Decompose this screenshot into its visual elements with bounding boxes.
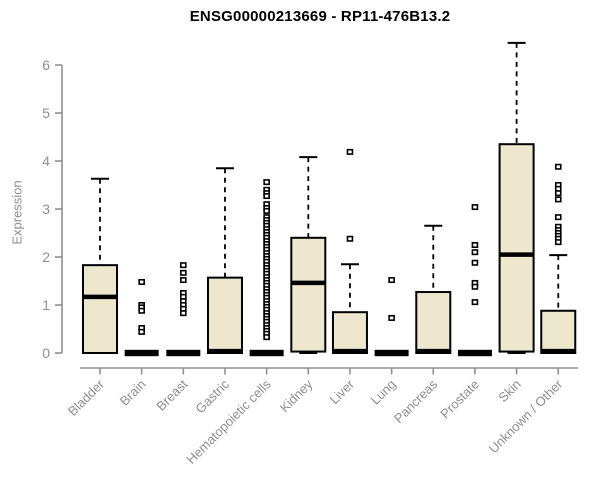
boxplot-kidney bbox=[290, 156, 327, 354]
boxplot-hematopoietic-cells bbox=[249, 179, 284, 357]
iqr-box bbox=[290, 236, 327, 353]
outlier-point bbox=[554, 190, 562, 197]
x-tick-label: Pancreas bbox=[391, 376, 441, 426]
y-axis-label: Expression bbox=[9, 180, 25, 245]
boxplot-lung bbox=[374, 277, 409, 357]
iqr-box bbox=[331, 311, 368, 355]
boxplot-liver bbox=[331, 148, 368, 355]
y-tick-label: 3 bbox=[42, 201, 50, 217]
outlier-point bbox=[263, 179, 270, 186]
outlier-point bbox=[554, 239, 562, 246]
outlier-point bbox=[388, 314, 395, 321]
outlier-point bbox=[263, 207, 270, 214]
y-tick-label: 6 bbox=[42, 57, 50, 73]
outlier-point bbox=[138, 307, 145, 314]
iqr-box bbox=[540, 309, 577, 355]
outlier-point bbox=[180, 269, 187, 276]
outlier-point bbox=[346, 235, 354, 242]
x-tick-label: Unknown / Other bbox=[486, 376, 566, 456]
boxplot-skin bbox=[498, 41, 535, 354]
x-tick-label: Bladder bbox=[65, 376, 108, 419]
x-tick-label: Skin bbox=[495, 377, 523, 405]
boxplot-gastric bbox=[206, 167, 243, 355]
collapsed-box bbox=[374, 349, 409, 357]
collapsed-box bbox=[166, 349, 201, 357]
x-tick-label: Prostate bbox=[437, 377, 482, 422]
outlier-point bbox=[388, 277, 395, 284]
y-tick-label: 1 bbox=[42, 297, 50, 313]
outlier-point bbox=[554, 196, 562, 203]
outlier-point bbox=[138, 278, 145, 285]
outlier-point bbox=[554, 214, 562, 221]
outlier-point bbox=[471, 249, 479, 256]
outlier-point bbox=[138, 328, 145, 335]
outlier-point bbox=[471, 259, 479, 266]
x-tick-label: Lung bbox=[368, 377, 399, 408]
iqr-box bbox=[82, 264, 118, 354]
boxplot-brain bbox=[124, 278, 159, 357]
outlier-point bbox=[346, 148, 354, 155]
x-tick-label: Brain bbox=[117, 377, 149, 409]
boxplot-unknown-other bbox=[540, 163, 577, 355]
boxplot-pancreas bbox=[415, 224, 452, 355]
outlier-point bbox=[180, 262, 187, 269]
x-tick-label: Liver bbox=[327, 376, 358, 407]
outlier-point bbox=[471, 204, 479, 211]
x-tick-label: Breast bbox=[153, 376, 190, 413]
y-tick-label: 0 bbox=[42, 345, 50, 361]
y-tick-label: 2 bbox=[42, 249, 50, 265]
collapsed-box bbox=[457, 349, 492, 357]
outlier-point bbox=[263, 334, 270, 341]
x-tick-label: Gastric bbox=[192, 376, 232, 416]
iqr-box bbox=[498, 143, 535, 353]
chart-title: ENSG00000213669 - RP11-476B13.2 bbox=[189, 8, 451, 25]
outlier-point bbox=[471, 242, 479, 249]
boxplot-breast bbox=[166, 262, 201, 357]
boxplot-bladder bbox=[82, 177, 118, 354]
iqr-box bbox=[415, 291, 452, 355]
collapsed-box bbox=[124, 349, 159, 357]
outlier-point bbox=[263, 193, 270, 200]
x-tick-label: Kidney bbox=[277, 376, 316, 415]
outlier-point bbox=[471, 283, 479, 290]
boxplot-series bbox=[82, 41, 577, 357]
boxplot-prostate bbox=[457, 204, 492, 357]
collapsed-box bbox=[249, 349, 284, 357]
outlier-point bbox=[180, 277, 187, 284]
y-tick-label: 5 bbox=[42, 105, 50, 121]
iqr-box bbox=[206, 276, 243, 355]
y-tick-label: 4 bbox=[42, 153, 50, 169]
y-axis: 0 1 2 3 4 5 6 bbox=[42, 57, 63, 361]
outlier-point bbox=[180, 310, 187, 317]
outlier-point bbox=[554, 163, 562, 170]
outlier-point bbox=[471, 299, 479, 306]
